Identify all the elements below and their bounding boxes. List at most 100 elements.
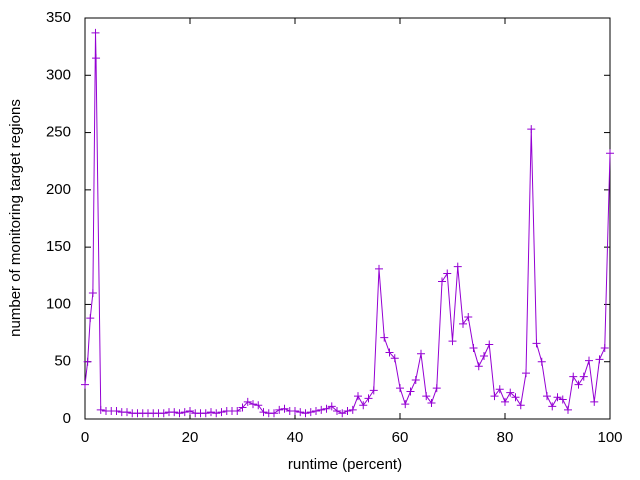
data-point	[186, 406, 194, 415]
data-point	[159, 409, 168, 418]
data-point	[123, 408, 131, 417]
x-tick-label: 60	[392, 429, 409, 446]
data-point	[543, 392, 551, 401]
y-tick-label: 350	[46, 9, 71, 26]
x-tick-label: 80	[497, 429, 514, 446]
x-axis-label: runtime (percent)	[288, 456, 402, 473]
data-point	[96, 405, 105, 414]
data-point	[327, 402, 336, 411]
data-point	[88, 288, 97, 297]
data-point	[558, 395, 567, 404]
data-point	[212, 409, 221, 418]
data-point	[380, 333, 389, 342]
data-point	[490, 392, 499, 401]
data-point	[469, 343, 478, 352]
data-point	[180, 408, 189, 417]
data-point	[112, 406, 121, 415]
data-point	[417, 349, 425, 358]
data-point	[585, 356, 593, 365]
data-point	[322, 404, 331, 413]
data-point	[537, 357, 546, 366]
y-tick-label: 100	[46, 295, 71, 312]
y-axis-label: number of monitoring target regions	[7, 99, 24, 337]
data-point	[438, 277, 446, 286]
y-tick-label: 50	[54, 353, 71, 370]
data-point	[92, 54, 101, 63]
data-point	[233, 406, 242, 415]
data-point	[301, 409, 310, 418]
data-point	[464, 313, 473, 322]
data-point	[574, 380, 583, 389]
data-point	[364, 394, 373, 403]
data-point	[238, 403, 247, 412]
data-point	[427, 398, 436, 407]
x-tick-label: 40	[287, 429, 304, 446]
data-point	[448, 337, 457, 346]
data-point	[170, 408, 179, 417]
data-point	[506, 388, 515, 397]
data-point	[375, 264, 383, 273]
data-point	[343, 406, 352, 415]
plot-border	[84, 17, 611, 420]
data-point	[595, 355, 604, 364]
data-point	[359, 401, 368, 410]
y-tick-label: 300	[46, 66, 71, 83]
data-point	[291, 406, 299, 415]
data-point	[579, 372, 588, 381]
y-tick-label: 250	[46, 124, 71, 141]
data-point	[259, 408, 268, 417]
data-point	[474, 362, 483, 371]
data-point	[254, 401, 263, 410]
y-tick-label: 0	[63, 410, 71, 427]
data-point	[243, 397, 252, 406]
data-point	[564, 405, 572, 414]
data-point	[86, 314, 95, 323]
data-point	[527, 125, 536, 134]
data-point	[443, 269, 452, 278]
data-point	[532, 339, 541, 348]
data-point	[516, 401, 525, 410]
data-point	[348, 405, 357, 414]
data-point	[401, 400, 410, 409]
data-point	[459, 319, 467, 328]
data-point	[406, 387, 415, 396]
data-point	[453, 262, 462, 271]
x-tick-label: 20	[182, 429, 199, 446]
data-point	[217, 408, 226, 417]
data-point	[548, 402, 557, 411]
data-point	[495, 385, 504, 394]
data-point	[317, 405, 326, 414]
data-point	[91, 28, 100, 37]
data-point	[175, 409, 184, 418]
x-tick-label: 100	[597, 429, 622, 446]
data-point	[590, 397, 599, 406]
y-tick-label: 150	[46, 238, 71, 255]
data-point	[338, 409, 347, 418]
data-point	[511, 393, 520, 402]
data-point	[81, 380, 89, 389]
data-point	[600, 343, 609, 352]
data-point	[333, 406, 341, 415]
data-point	[275, 405, 284, 414]
data-point	[569, 372, 578, 381]
x-tick-label: 0	[81, 429, 89, 446]
data-point	[296, 408, 305, 417]
data-point	[422, 392, 431, 401]
data-point	[83, 357, 92, 366]
data-point	[390, 354, 399, 363]
data-point	[432, 384, 441, 393]
data-point	[354, 392, 362, 401]
data-point	[396, 384, 404, 393]
data-point	[201, 409, 210, 418]
data-point	[312, 406, 320, 415]
series-line	[84, 32, 611, 414]
data-point	[501, 397, 509, 406]
data-point	[207, 408, 215, 417]
data-point	[369, 386, 378, 395]
data-point	[280, 404, 289, 413]
data-point	[606, 149, 614, 158]
data-point	[485, 340, 494, 349]
data-point	[411, 376, 420, 385]
data-point	[306, 408, 315, 417]
